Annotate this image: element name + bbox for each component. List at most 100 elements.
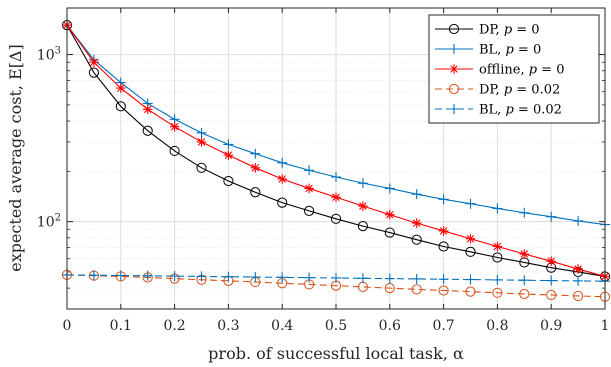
data-point xyxy=(573,275,584,286)
legend-label: BL, p = 0 xyxy=(479,43,541,58)
data-point xyxy=(304,165,315,176)
data-point xyxy=(546,256,556,266)
data-point xyxy=(196,271,207,282)
data-point xyxy=(250,187,261,198)
data-point xyxy=(223,271,234,282)
data-point xyxy=(573,290,584,302)
data-point xyxy=(519,249,530,259)
data-point xyxy=(384,227,395,238)
data-point xyxy=(277,272,288,283)
x-tick-label: 0.4 xyxy=(271,318,293,334)
y-axis-title: expected average cost, E[Δ] xyxy=(6,44,25,272)
series-5 xyxy=(62,269,610,287)
legend-item: BL, p = 0 xyxy=(435,43,541,58)
data-point xyxy=(438,194,449,205)
x-tick-label: 0.5 xyxy=(325,318,347,334)
legend-marker xyxy=(448,83,460,95)
data-point xyxy=(546,275,557,286)
data-point xyxy=(169,121,180,132)
axes: 0 0.1 0.2 0.3 0.4 0.5 0.6 0.7 0.8 0.9 1 102 103 xyxy=(37,8,610,334)
data-point xyxy=(546,289,557,301)
data-point xyxy=(385,209,395,220)
data-point xyxy=(277,174,287,184)
x-axis-title: prob. of successful local task, α xyxy=(208,344,464,363)
series-line xyxy=(66,274,606,298)
legend-item: offline, p = 0 xyxy=(435,63,564,78)
data-point xyxy=(115,270,126,281)
x-tick-label: 0 xyxy=(63,318,72,334)
data-point xyxy=(142,125,153,136)
data-point xyxy=(465,274,476,285)
x-tick-label: 0.2 xyxy=(163,318,185,334)
data-point xyxy=(384,273,395,284)
series-line xyxy=(66,24,606,277)
data-point xyxy=(88,67,100,78)
legend-marker xyxy=(448,23,460,35)
x-tick-label: 0.1 xyxy=(110,318,132,334)
legend-label: DP, p = 0 xyxy=(479,23,540,38)
data-point xyxy=(142,270,153,281)
legend-label: BL, p = 0.02 xyxy=(479,103,562,118)
data-point xyxy=(277,197,288,208)
x-tick-label: 0.8 xyxy=(486,318,508,334)
data-point xyxy=(223,150,234,160)
data-point xyxy=(438,241,449,252)
data-point xyxy=(331,272,341,283)
data-point xyxy=(304,272,315,283)
data-point xyxy=(88,270,99,281)
x-tick-label: 0.7 xyxy=(432,318,454,334)
data-point xyxy=(465,246,476,257)
x-tick-label: 0.9 xyxy=(540,318,562,334)
legend-marker xyxy=(449,44,459,54)
data-point xyxy=(196,137,207,147)
data-point xyxy=(546,211,557,222)
data-point xyxy=(250,272,261,283)
data-point xyxy=(358,201,368,211)
data-point xyxy=(411,273,422,284)
data-point xyxy=(330,213,342,224)
data-point xyxy=(304,183,314,194)
legend: DP, p = 0 BL, p = 0 offline, p = 0 DP, p = … xyxy=(428,14,600,124)
series-layer xyxy=(61,20,611,302)
data-point xyxy=(331,192,341,203)
data-point xyxy=(250,148,261,159)
data-point xyxy=(465,198,476,209)
series-1 xyxy=(61,20,611,282)
data-point xyxy=(223,139,234,150)
y-tick-label: 103 xyxy=(37,46,61,64)
legend-label: DP, p = 0.02 xyxy=(479,83,560,98)
data-point xyxy=(116,83,126,93)
legend-marker xyxy=(449,104,459,114)
data-point xyxy=(89,57,99,68)
data-point xyxy=(519,288,530,300)
data-point xyxy=(492,252,503,263)
data-point xyxy=(250,163,261,173)
series-2 xyxy=(62,20,610,230)
data-point xyxy=(465,286,476,297)
legend-marker xyxy=(449,64,459,74)
data-point xyxy=(357,273,368,284)
data-point xyxy=(492,241,503,252)
x-tick-label: 1 xyxy=(601,318,610,334)
data-point xyxy=(142,104,153,115)
data-point xyxy=(438,274,449,285)
legend-item: DP, p = 0 xyxy=(435,23,540,38)
legend-item: DP, p = 0.02 xyxy=(435,83,560,98)
data-point xyxy=(196,127,207,138)
series-3 xyxy=(62,20,610,282)
data-point xyxy=(357,178,368,189)
data-point xyxy=(223,175,234,187)
data-point xyxy=(331,172,341,183)
data-point xyxy=(196,162,207,173)
data-point xyxy=(357,221,368,232)
data-point xyxy=(411,189,422,200)
data-point xyxy=(438,226,449,236)
data-point xyxy=(573,264,583,274)
data-point xyxy=(519,275,530,286)
data-point xyxy=(115,101,126,112)
data-point xyxy=(384,183,395,194)
data-point xyxy=(492,287,503,298)
x-tick-label: 0.3 xyxy=(217,318,239,334)
data-point xyxy=(169,145,180,157)
